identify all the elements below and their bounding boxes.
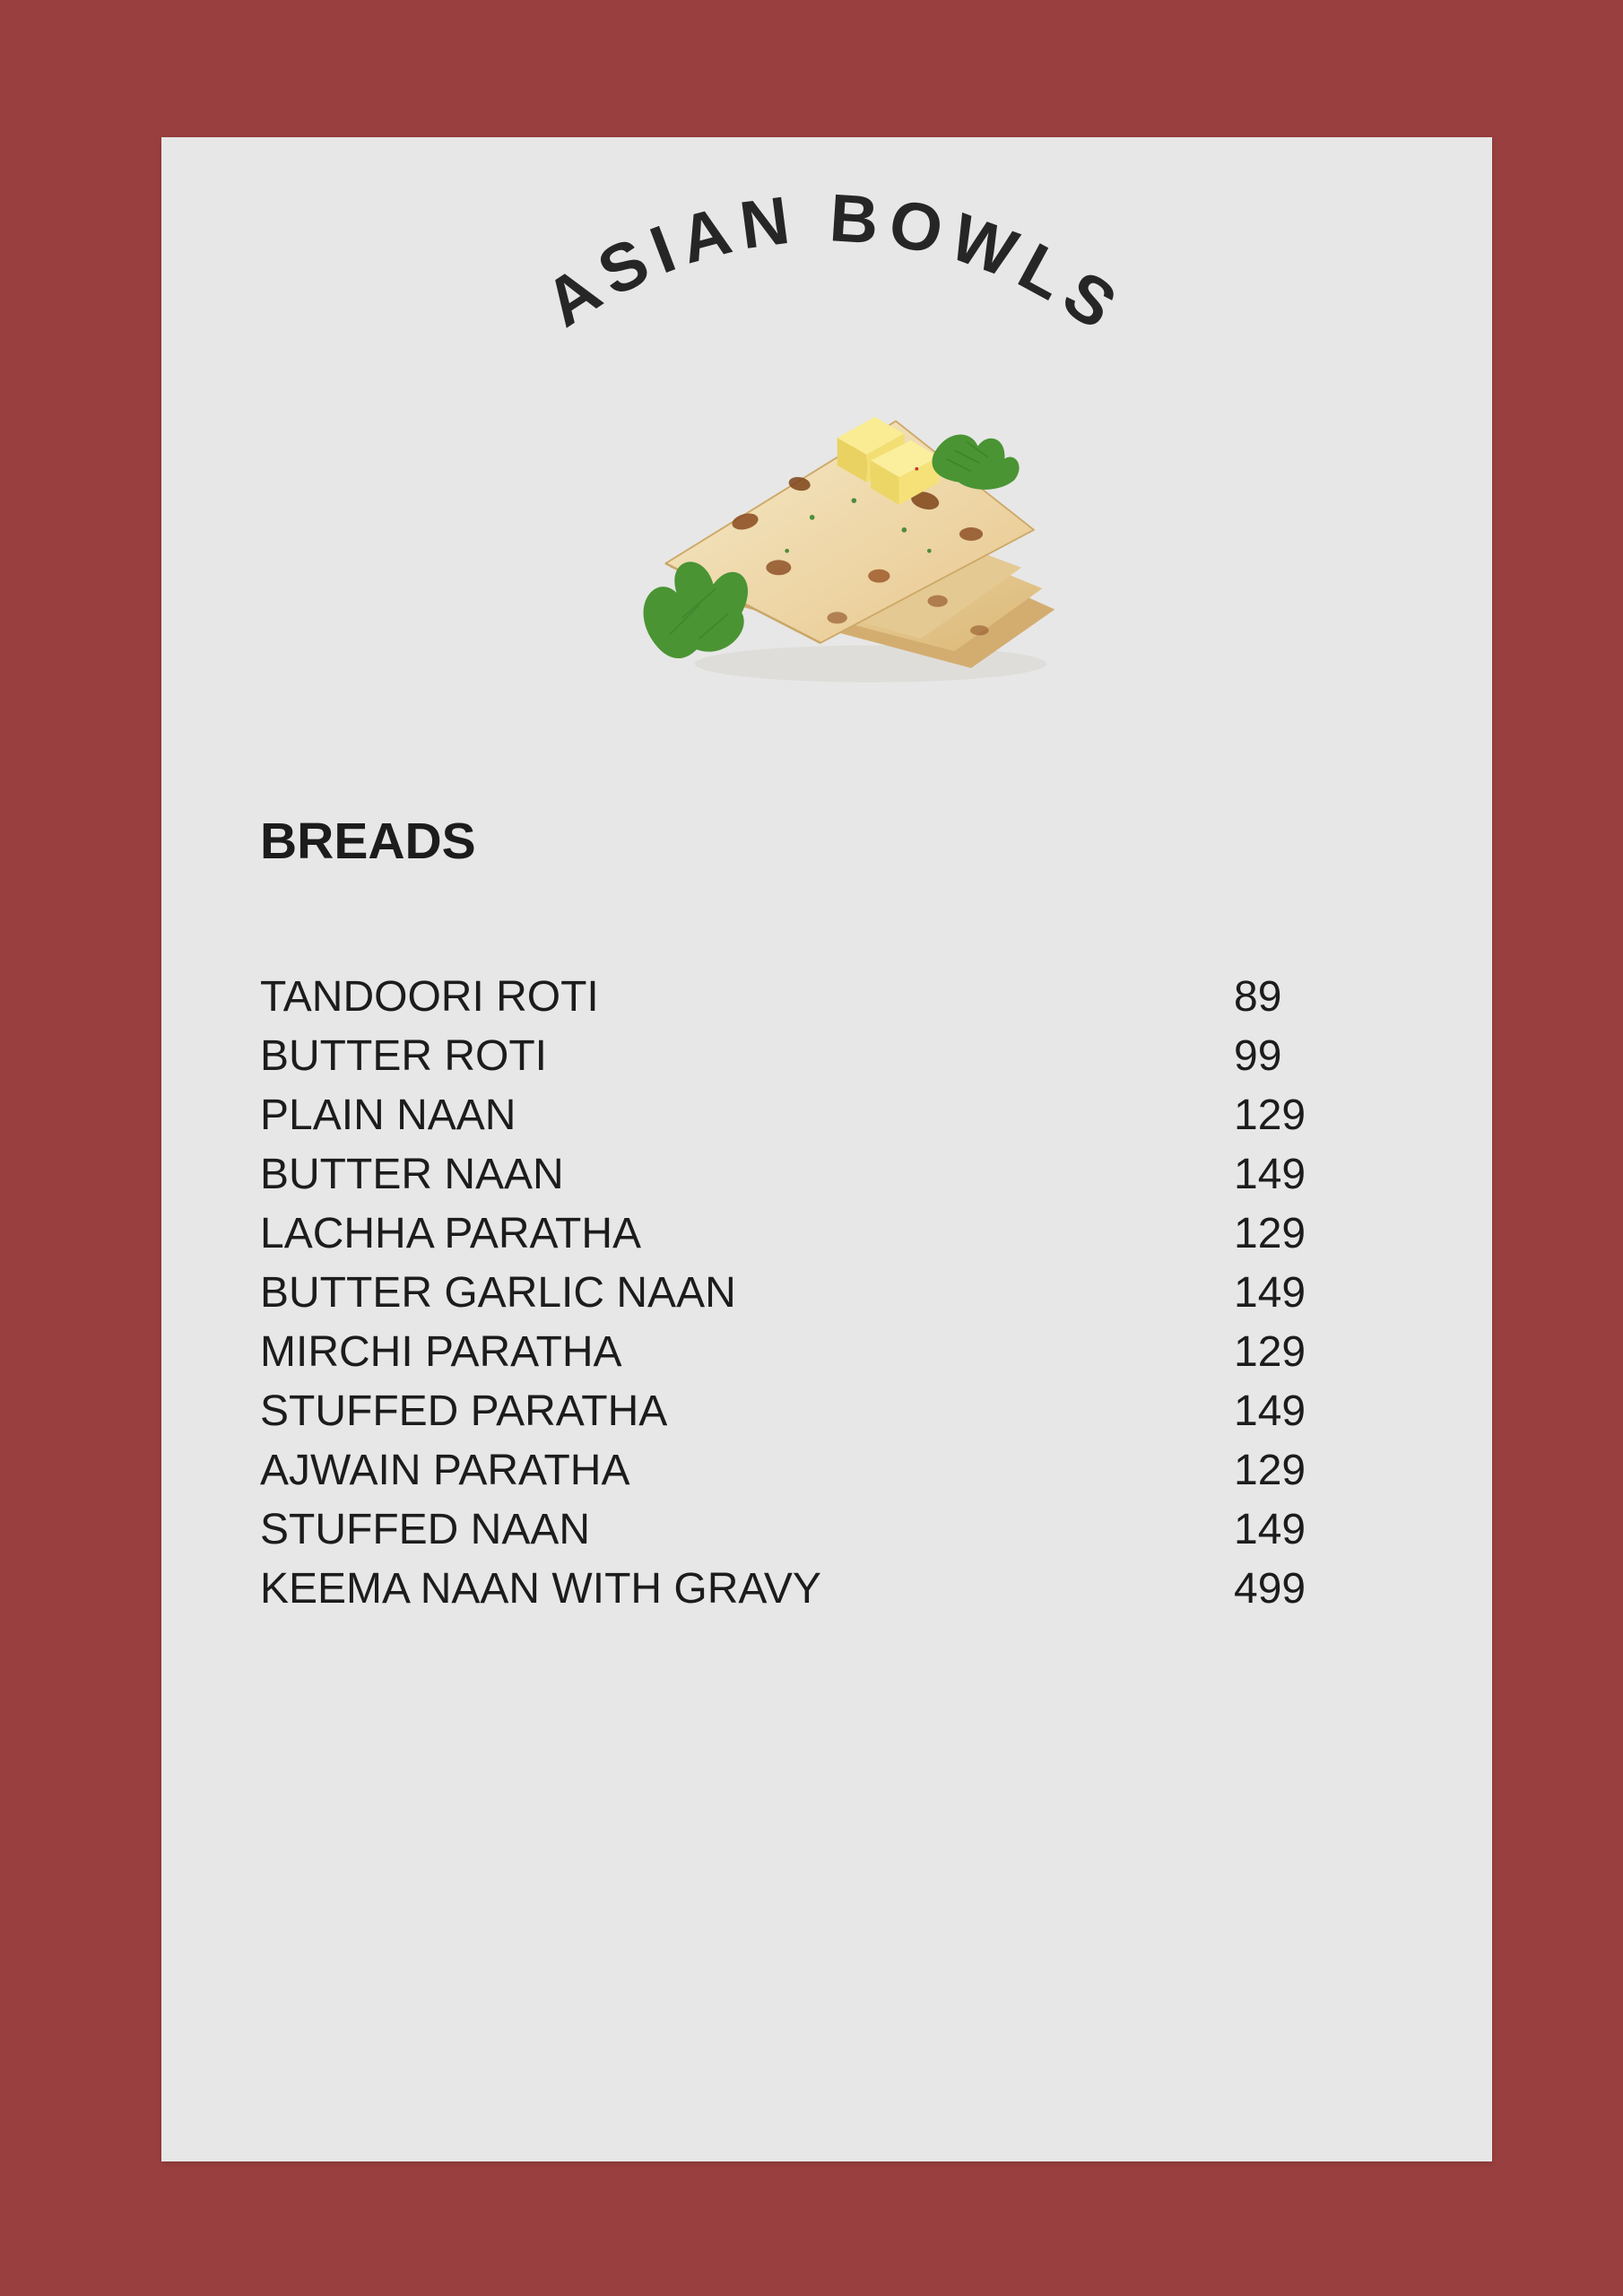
svg-text:ASIAN BOWLS: ASIAN BOWLS (532, 179, 1137, 348)
